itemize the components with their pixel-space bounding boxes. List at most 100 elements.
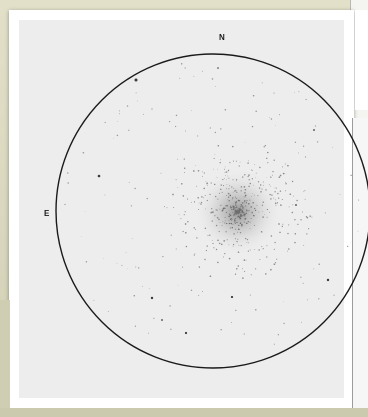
field-star bbox=[314, 125, 317, 127]
field-star bbox=[318, 298, 320, 300]
cluster-star bbox=[296, 199, 298, 202]
cluster-star bbox=[181, 183, 183, 185]
cluster-star bbox=[258, 249, 260, 251]
field-star bbox=[137, 100, 138, 102]
cluster-star bbox=[241, 223, 243, 226]
cluster-star bbox=[250, 206, 252, 208]
field-star bbox=[183, 214, 185, 216]
cluster-star bbox=[232, 243, 235, 246]
cluster-star bbox=[278, 197, 280, 199]
cluster-star bbox=[232, 197, 234, 199]
field-star bbox=[128, 181, 130, 183]
cluster-star bbox=[274, 199, 276, 201]
cluster-star bbox=[241, 215, 243, 217]
cluster-star bbox=[244, 213, 246, 215]
bright-star bbox=[150, 296, 154, 300]
cluster-star bbox=[217, 239, 219, 242]
cluster-star bbox=[263, 213, 265, 215]
field-star bbox=[298, 91, 300, 93]
cluster-star bbox=[266, 216, 268, 218]
cluster-star bbox=[193, 254, 195, 256]
cluster-star bbox=[243, 202, 245, 204]
cluster-star bbox=[240, 204, 243, 206]
cluster-star bbox=[284, 163, 286, 165]
cluster-star bbox=[226, 222, 228, 225]
cluster-star bbox=[214, 153, 216, 155]
field-star bbox=[146, 197, 148, 200]
cluster-star bbox=[184, 223, 187, 225]
cluster-star bbox=[214, 215, 216, 217]
cluster-star bbox=[294, 233, 297, 235]
cluster-star bbox=[175, 179, 177, 181]
cluster-star bbox=[285, 183, 287, 185]
cluster-star bbox=[238, 224, 240, 227]
cluster-star bbox=[204, 258, 206, 261]
bright-star bbox=[295, 204, 297, 206]
cluster-star bbox=[237, 210, 239, 213]
cluster-star bbox=[282, 166, 284, 168]
cluster-star bbox=[291, 211, 294, 214]
cluster-star bbox=[234, 190, 236, 192]
cluster-star bbox=[239, 209, 241, 211]
cluster-star bbox=[215, 224, 218, 227]
cluster-star bbox=[311, 216, 313, 218]
cluster-star bbox=[233, 208, 235, 210]
overlay-sheet-top bbox=[355, 10, 368, 110]
cluster-star bbox=[289, 193, 292, 195]
field-star bbox=[128, 129, 130, 131]
cluster-star bbox=[234, 222, 236, 224]
cluster-star bbox=[249, 182, 252, 185]
cluster-star bbox=[258, 211, 260, 213]
cluster-star bbox=[305, 216, 308, 218]
field-star bbox=[180, 63, 183, 65]
cluster-star bbox=[172, 193, 174, 196]
cluster-star bbox=[246, 242, 248, 243]
cluster-star bbox=[308, 228, 310, 230]
cluster-star bbox=[248, 179, 250, 181]
field-star bbox=[350, 174, 352, 177]
cluster-star bbox=[228, 177, 230, 179]
cluster-star bbox=[198, 202, 200, 204]
cluster-star bbox=[244, 215, 246, 217]
field-star bbox=[283, 322, 285, 325]
field-star bbox=[82, 151, 85, 154]
cluster-star bbox=[213, 247, 215, 249]
field-star bbox=[302, 145, 305, 147]
cluster-star bbox=[215, 248, 218, 251]
cluster-star bbox=[281, 225, 283, 228]
cluster-star bbox=[241, 225, 243, 227]
cluster-star bbox=[261, 246, 263, 248]
cluster-star bbox=[236, 221, 238, 224]
cluster-star bbox=[235, 189, 237, 192]
cluster-star bbox=[244, 200, 246, 202]
field-star bbox=[182, 266, 184, 268]
field-star bbox=[184, 130, 187, 132]
field-star bbox=[160, 172, 162, 174]
cluster-star bbox=[251, 169, 253, 172]
cluster-star bbox=[225, 220, 226, 222]
cluster-star bbox=[287, 232, 289, 235]
cluster-star bbox=[246, 209, 248, 212]
cluster-star bbox=[224, 166, 226, 168]
cluster-star bbox=[270, 198, 272, 200]
cluster-star bbox=[214, 157, 216, 159]
cluster-star bbox=[239, 217, 242, 220]
field-star bbox=[126, 105, 129, 107]
cluster-star bbox=[271, 194, 273, 196]
cluster-star bbox=[228, 215, 230, 218]
cluster-star bbox=[198, 266, 201, 268]
field-star bbox=[284, 190, 287, 192]
cluster-star bbox=[250, 274, 252, 276]
lower-left-edge bbox=[0, 300, 10, 417]
cluster-star bbox=[269, 193, 271, 196]
cluster-star bbox=[253, 224, 255, 226]
cluster-star bbox=[197, 169, 200, 172]
cluster-star bbox=[194, 253, 196, 254]
field-star bbox=[104, 194, 106, 196]
cluster-star bbox=[177, 187, 179, 188]
field-of-view-circle bbox=[55, 53, 368, 369]
cluster-star bbox=[257, 195, 259, 197]
cluster-star bbox=[209, 193, 211, 195]
cluster-star bbox=[226, 188, 227, 190]
cluster-star bbox=[247, 250, 250, 252]
